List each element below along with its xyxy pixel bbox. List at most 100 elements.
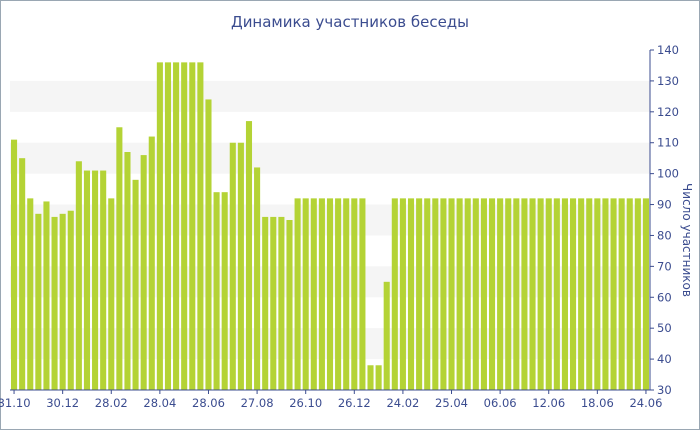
data-bar <box>594 198 601 390</box>
data-bar <box>351 198 358 390</box>
data-bar <box>197 62 204 391</box>
data-bar <box>497 198 504 390</box>
data-bar <box>59 213 66 390</box>
data-bar <box>391 198 398 390</box>
data-bar <box>464 198 471 390</box>
y-tick-label: 100 <box>657 167 679 181</box>
data-bar <box>480 198 487 390</box>
y-axis-title: Число участников <box>680 183 694 297</box>
x-tick-label: 27.08 <box>241 396 274 410</box>
x-tick-label: 24.02 <box>386 396 419 410</box>
y-tick-label: 60 <box>657 290 672 304</box>
data-bar <box>254 167 261 390</box>
data-bar <box>578 198 585 390</box>
x-tick-label: 28.06 <box>192 396 225 410</box>
data-bar <box>83 170 90 390</box>
y-tick-label: 30 <box>657 383 672 397</box>
data-bar <box>229 142 236 390</box>
x-tick-label: 26.10 <box>289 396 322 410</box>
data-bar <box>124 152 131 390</box>
data-bar <box>116 127 123 391</box>
y-tick-label: 70 <box>657 259 672 273</box>
data-bar <box>173 62 180 391</box>
data-bar <box>262 216 269 390</box>
x-tick-label: 31.10 <box>0 396 31 410</box>
data-bar <box>221 192 228 390</box>
data-bar <box>318 198 325 390</box>
data-bar <box>19 158 26 390</box>
data-bar <box>610 198 617 390</box>
data-bar <box>383 281 390 390</box>
data-bar <box>108 198 115 390</box>
x-tick-label: 30.12 <box>46 396 79 410</box>
data-bar <box>545 198 552 390</box>
data-bar <box>367 365 374 390</box>
data-bar <box>399 198 406 390</box>
data-bar <box>35 213 42 390</box>
x-tick-label: 28.04 <box>143 396 176 410</box>
data-bar <box>181 62 188 391</box>
x-tick-label: 26.12 <box>338 396 371 410</box>
axes-group: 30 40 50 60 70 80 90 100 110 120 130 140 31.10 30.12 2… <box>0 43 679 410</box>
y-tick-label: 130 <box>657 74 679 88</box>
data-bar <box>642 198 649 390</box>
data-bar <box>432 198 439 390</box>
data-bar <box>100 170 107 390</box>
data-bar <box>67 210 74 390</box>
x-tick-label: 25.04 <box>435 396 468 410</box>
data-bar <box>270 216 277 390</box>
data-bar <box>189 62 196 391</box>
x-tick-label: 28.02 <box>95 396 128 410</box>
data-bar <box>140 155 147 390</box>
data-bar <box>148 136 155 390</box>
data-bar <box>529 198 536 390</box>
y-tick-label: 140 <box>657 43 679 57</box>
data-bar <box>294 198 301 390</box>
data-bar <box>75 161 82 390</box>
bars-group <box>11 62 649 391</box>
data-bar <box>132 179 139 390</box>
data-bar <box>440 198 447 390</box>
data-bar <box>626 198 633 390</box>
data-bar <box>570 198 577 390</box>
y-tick-label: 50 <box>657 321 672 335</box>
data-bar <box>586 198 593 390</box>
y-tick-label: 40 <box>657 352 672 366</box>
data-bar <box>92 170 99 390</box>
data-bar <box>521 198 528 390</box>
x-tick-label: 24.06 <box>629 396 662 410</box>
chart-title: Динамика участников беседы <box>230 13 470 31</box>
y-tick-label: 80 <box>657 228 672 242</box>
data-bar <box>245 121 253 390</box>
data-bar <box>488 198 496 390</box>
data-bar <box>156 62 163 391</box>
data-bar <box>302 198 309 390</box>
data-bar <box>407 198 415 390</box>
y-tick-label: 120 <box>657 105 679 119</box>
x-tick-label: 06.06 <box>484 396 517 410</box>
data-bar <box>310 198 317 390</box>
data-bar <box>448 198 455 390</box>
data-bar <box>456 198 463 390</box>
y-tick-label: 90 <box>657 198 672 212</box>
background-band <box>10 80 650 112</box>
data-bar <box>278 216 285 390</box>
x-tick-label: 12.06 <box>532 396 565 410</box>
data-bar <box>553 198 560 390</box>
data-bar <box>43 201 50 390</box>
data-bar <box>286 220 293 390</box>
x-tick-label: 18.06 <box>581 396 614 410</box>
data-bar <box>424 198 431 390</box>
data-bar <box>561 198 568 390</box>
data-bar <box>213 192 220 390</box>
data-bar <box>505 198 512 390</box>
data-bar <box>335 198 342 390</box>
data-bar <box>11 139 18 390</box>
data-bar <box>472 198 479 390</box>
data-bar <box>416 198 423 390</box>
data-bar <box>326 198 334 390</box>
data-bar <box>359 198 366 390</box>
data-bar <box>634 198 641 390</box>
data-bar <box>27 198 34 390</box>
